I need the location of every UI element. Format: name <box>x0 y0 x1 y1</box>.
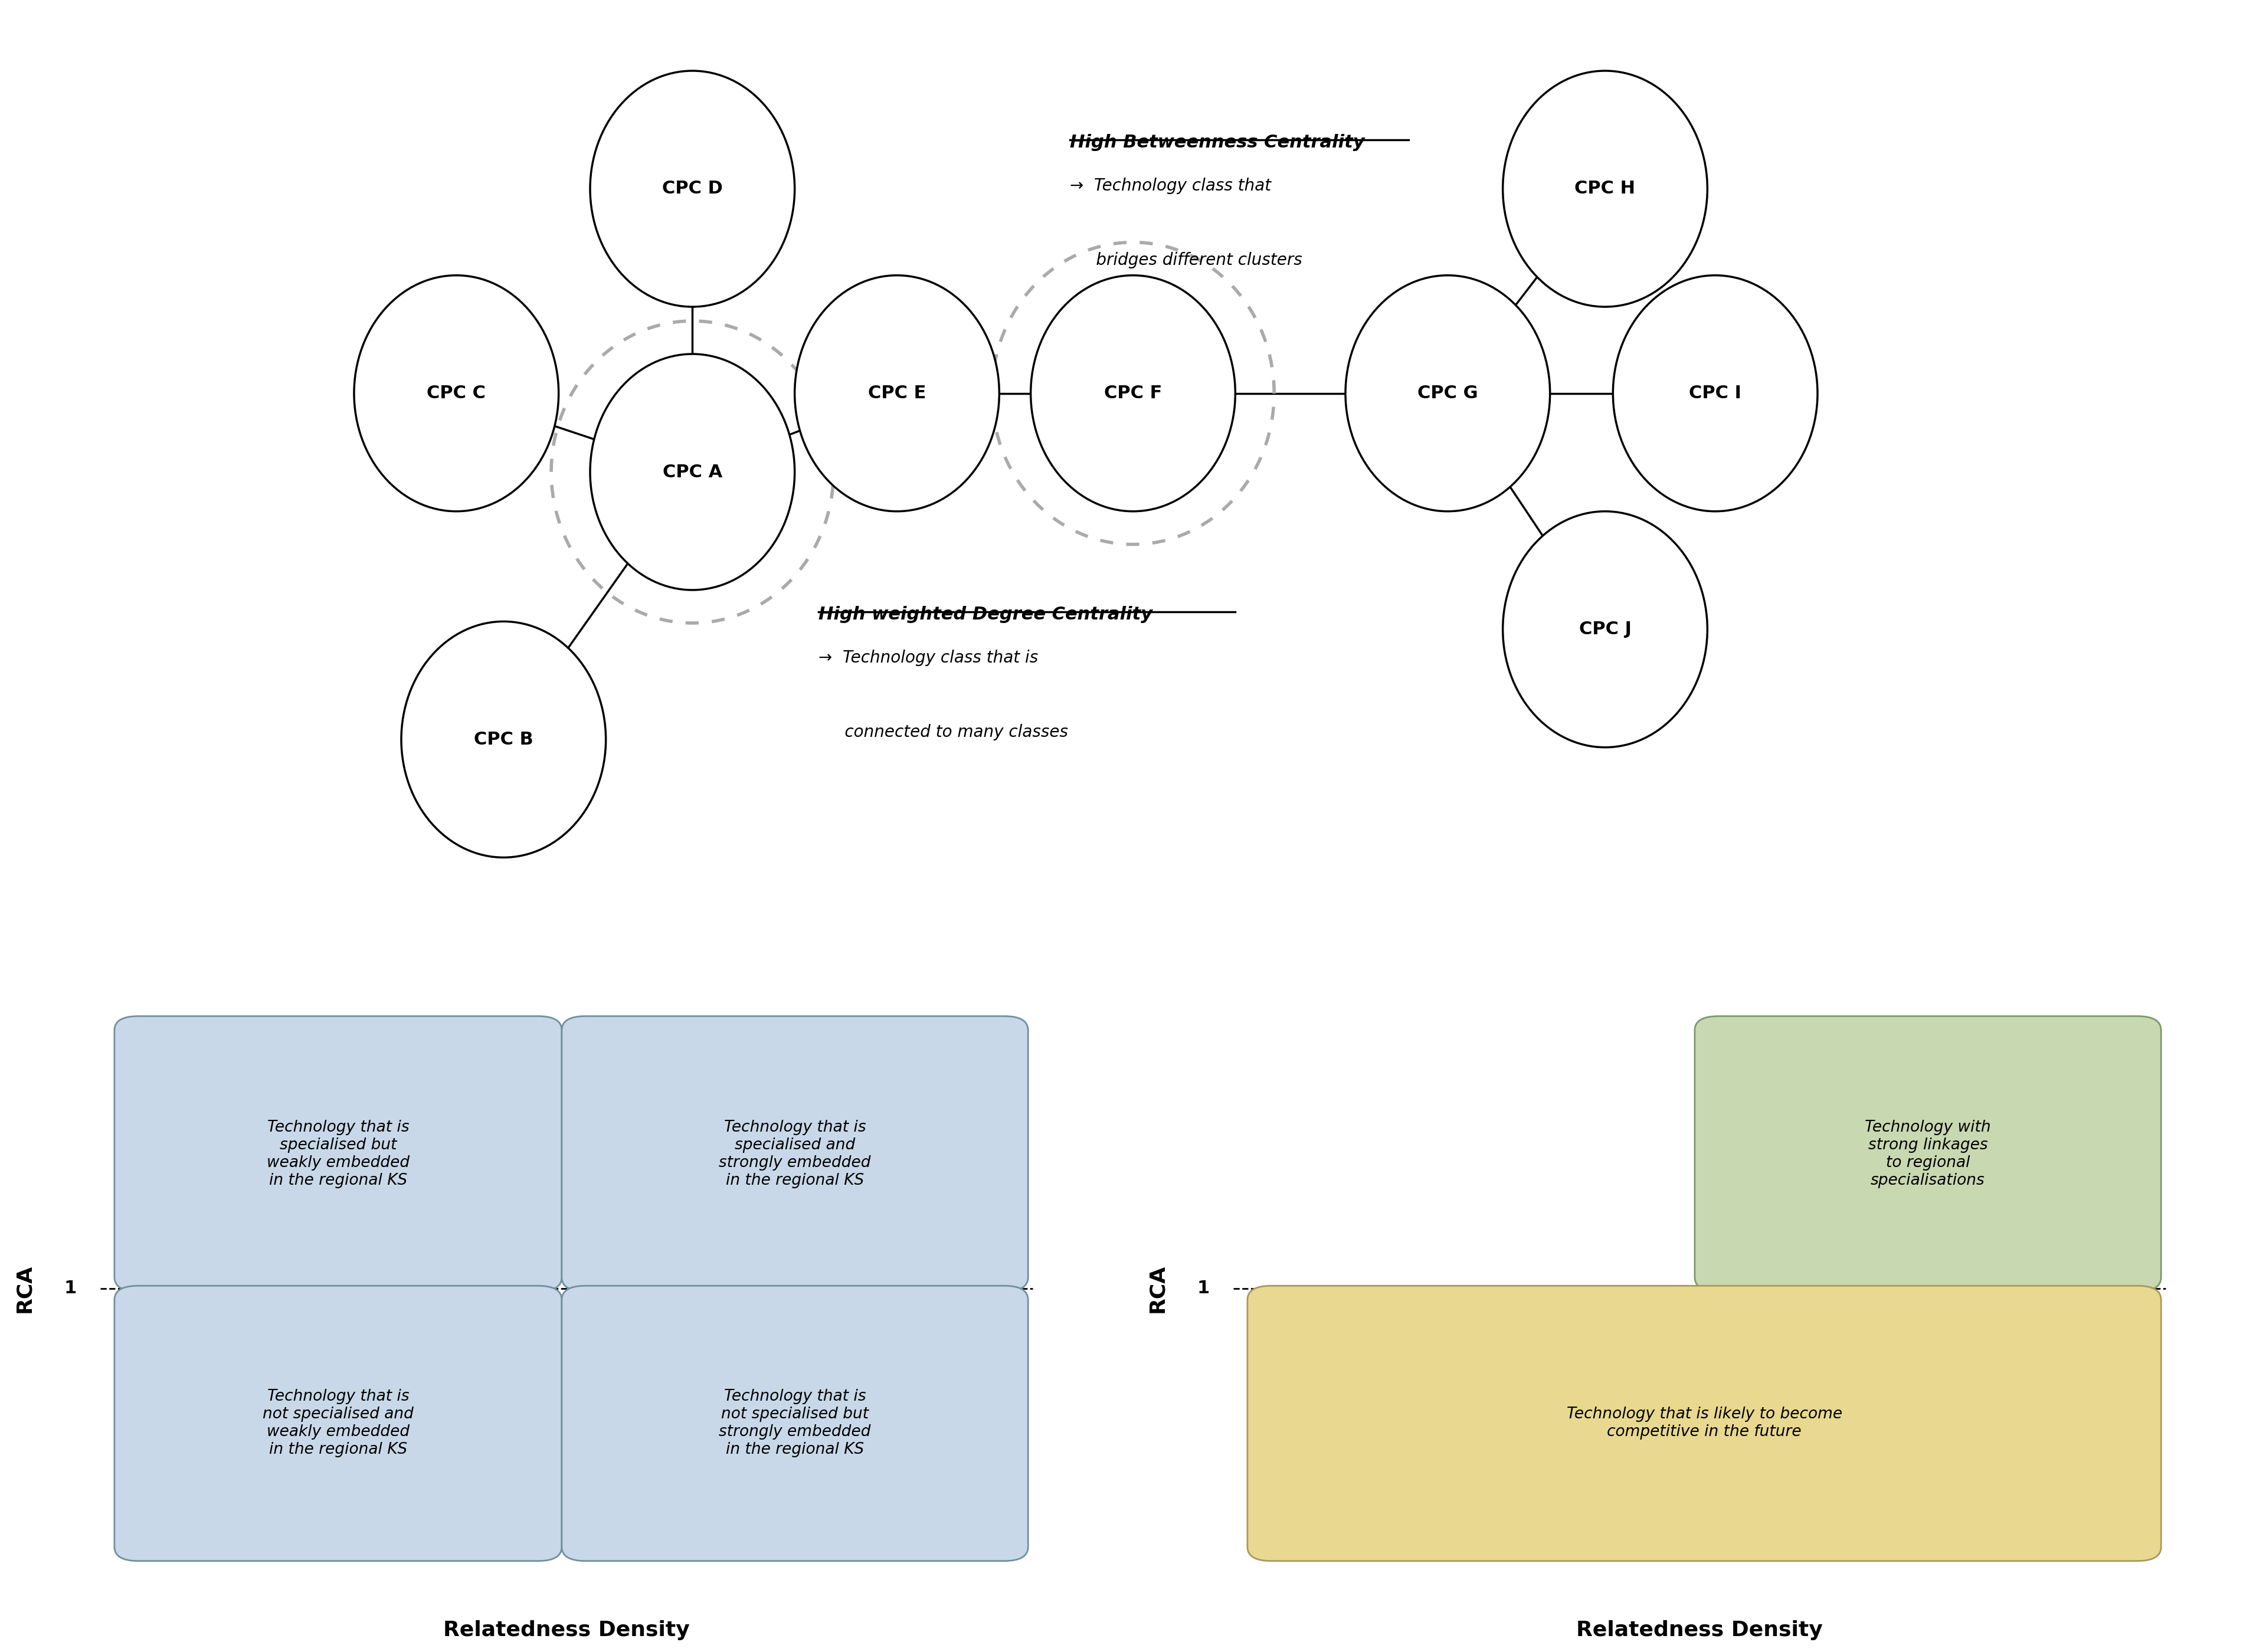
Text: connected to many classes: connected to many classes <box>818 724 1067 740</box>
Text: Technology that is
specialised but
weakly embedded
in the regional KS: Technology that is specialised but weakl… <box>267 1120 410 1188</box>
Text: CPC H: CPC H <box>1575 180 1636 197</box>
Text: CPC A: CPC A <box>662 464 723 481</box>
Ellipse shape <box>1031 276 1235 512</box>
Ellipse shape <box>353 276 560 512</box>
Text: Technology that is
not specialised but
strongly embedded
in the regional KS: Technology that is not specialised but s… <box>718 1389 870 1457</box>
Text: CPC G: CPC G <box>1419 385 1477 401</box>
Text: CPC C: CPC C <box>426 385 485 401</box>
Ellipse shape <box>1502 71 1706 307</box>
FancyBboxPatch shape <box>562 1285 1029 1561</box>
Text: →  Technology class that: → Technology class that <box>1070 178 1271 195</box>
Text: bridges different clusters: bridges different clusters <box>1070 251 1303 268</box>
Text: CPC E: CPC E <box>868 385 927 401</box>
Text: Technology with
strong linkages
to regional
specialisations: Technology with strong linkages to regio… <box>1865 1120 1992 1188</box>
FancyBboxPatch shape <box>113 1285 562 1561</box>
Text: Relatedness Density: Relatedness Density <box>444 1621 689 1640</box>
Text: RCA: RCA <box>14 1264 34 1313</box>
Text: 1: 1 <box>63 1280 77 1297</box>
Text: CPC D: CPC D <box>662 180 723 197</box>
Text: Technology that is
specialised and
strongly embedded
in the regional KS: Technology that is specialised and stron… <box>718 1120 870 1188</box>
Text: RCA: RCA <box>1147 1264 1167 1313</box>
Ellipse shape <box>589 354 795 590</box>
Text: →  Technology class that is: → Technology class that is <box>818 649 1038 666</box>
Text: High Betweenness Centrality: High Betweenness Centrality <box>1070 134 1364 150</box>
Text: CPC F: CPC F <box>1104 385 1162 401</box>
Ellipse shape <box>1346 276 1550 512</box>
Ellipse shape <box>1613 276 1817 512</box>
FancyBboxPatch shape <box>113 1016 562 1292</box>
Text: CPC I: CPC I <box>1688 385 1743 401</box>
Ellipse shape <box>795 276 999 512</box>
FancyBboxPatch shape <box>1249 1285 2162 1561</box>
Ellipse shape <box>589 71 795 307</box>
Ellipse shape <box>401 621 605 857</box>
Text: Relatedness Density: Relatedness Density <box>1577 1621 1822 1640</box>
Text: Technology that is
not specialised and
weakly embedded
in the regional KS: Technology that is not specialised and w… <box>263 1389 415 1457</box>
Text: Technology that is likely to become
competitive in the future: Technology that is likely to become comp… <box>1566 1408 1842 1441</box>
Text: CPC J: CPC J <box>1579 621 1632 638</box>
Text: CPC B: CPC B <box>474 730 533 748</box>
FancyBboxPatch shape <box>562 1016 1029 1292</box>
Text: High weighted Degree Centrality: High weighted Degree Centrality <box>818 606 1153 623</box>
Ellipse shape <box>1502 512 1706 747</box>
FancyBboxPatch shape <box>1695 1016 2162 1292</box>
Text: 1: 1 <box>1196 1280 1210 1297</box>
